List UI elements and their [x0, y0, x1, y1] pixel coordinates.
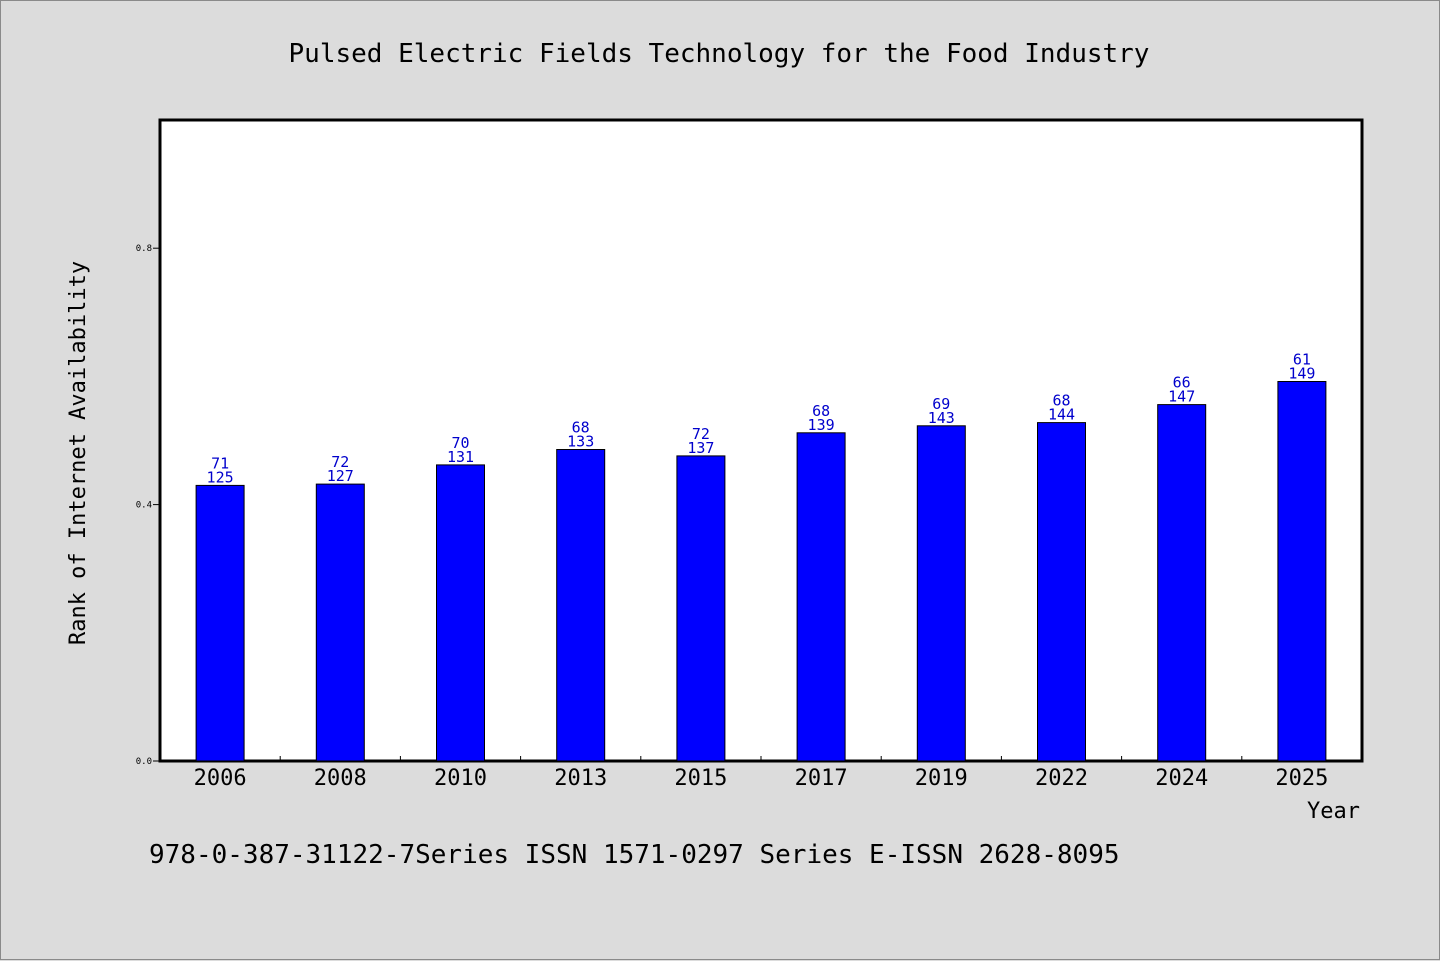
- chart-title: Pulsed Electric Fields Technology for th…: [289, 39, 1150, 69]
- bar-2015: [676, 455, 726, 762]
- data-label-bottom: 137: [687, 439, 714, 457]
- data-label-top: 70: [451, 434, 469, 452]
- data-label-bottom: 125: [207, 468, 234, 486]
- x-tick-label: 2022: [1035, 766, 1088, 791]
- data-label-top: 61: [1293, 351, 1311, 369]
- y-tick-label: 0.4: [136, 501, 152, 511]
- x-tick-label: 2024: [1155, 766, 1208, 791]
- data-label-bottom: 139: [808, 416, 835, 434]
- data-label-bottom: 143: [928, 409, 955, 427]
- x-tick-label: 2017: [795, 766, 848, 791]
- data-label-bottom: 144: [1048, 406, 1075, 424]
- data-label-bottom: 149: [1288, 365, 1315, 383]
- bar-2006: [195, 484, 245, 762]
- x-axis: 2006 2008 2010 2013 2015 2017 2019 2022 2024 2025: [194, 756, 1328, 791]
- data-label-bottom: 133: [567, 433, 594, 451]
- bar-2010: [436, 464, 485, 762]
- x-axis-title: Year: [1307, 799, 1360, 824]
- y-tick-label: 0.0: [136, 757, 152, 767]
- x-tick-label: 2008: [314, 766, 367, 791]
- x-tick-label: 2025: [1275, 766, 1328, 791]
- bar-2008: [315, 483, 365, 762]
- data-label-top: 68: [812, 402, 830, 420]
- x-tick-label: 2015: [674, 766, 727, 791]
- y-tick-label: 0.8: [136, 244, 152, 254]
- bar-2013: [556, 449, 606, 762]
- data-label-top: 71: [211, 454, 229, 472]
- footnote: 978-0-387-31122-7Series ISSN 1571-0297 S…: [149, 840, 1120, 870]
- bar-2025: [1277, 381, 1327, 762]
- data-label-top: 68: [1052, 392, 1070, 410]
- data-label-bottom: 147: [1168, 388, 1195, 406]
- data-label-top: 69: [932, 395, 950, 413]
- x-tick-label: 2013: [554, 766, 607, 791]
- data-label-top: 72: [692, 425, 710, 443]
- data-label-top: 68: [572, 419, 590, 437]
- bar-2019: [916, 425, 966, 762]
- data-label-bottom: 127: [327, 467, 354, 485]
- data-label-top: 72: [331, 453, 349, 471]
- x-tick-label: 2019: [915, 766, 968, 791]
- x-tick-label: 2010: [434, 766, 487, 791]
- y-axis: 0.0 0.4 0.8: [136, 244, 160, 767]
- data-label-top: 66: [1173, 374, 1191, 392]
- data-label-bottom: 131: [447, 448, 474, 466]
- bar-2024: [1157, 404, 1207, 762]
- bar-2017: [796, 432, 846, 762]
- x-tick-label: 2006: [194, 766, 247, 791]
- bar-2022: [1037, 422, 1086, 762]
- bars-layer: [195, 381, 1327, 762]
- y-axis-title: Rank of Internet Availability: [66, 261, 91, 645]
